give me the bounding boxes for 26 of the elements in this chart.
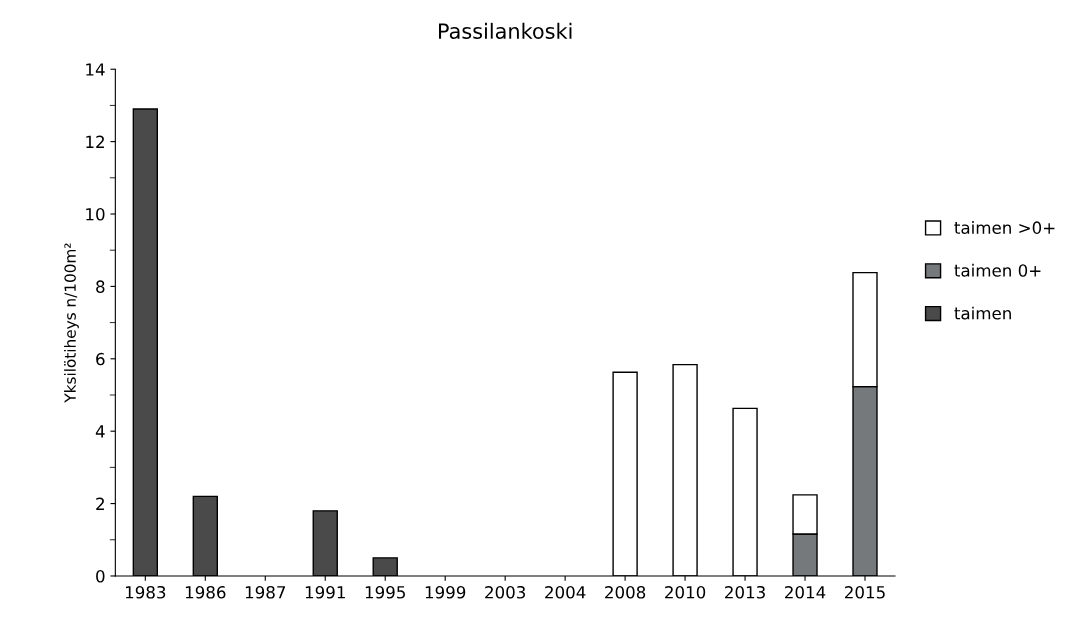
x-tick-label: 2014 — [785, 585, 826, 599]
x-tick-label: 1987 — [245, 585, 286, 599]
x-tick-label: 1983 — [125, 585, 166, 599]
y-tick-label: 8 — [96, 280, 105, 293]
y-tick-label: 10 — [86, 207, 105, 221]
y-tick-label: 4 — [95, 425, 105, 438]
y-tick-label: 6 — [96, 352, 105, 366]
chart-title: Passilankoski — [439, 22, 572, 39]
x-tick-label: 1986 — [185, 585, 226, 599]
x-tick-label: 2010 — [665, 585, 706, 599]
x-tick-label: 2004 — [545, 585, 586, 599]
x-tick-label: 1995 — [365, 585, 405, 599]
y-tick-label: 12 — [86, 135, 104, 148]
legend-label: taimen — [954, 306, 1011, 320]
x-tick-label: 2003 — [485, 585, 526, 599]
x-tick-label: 2015 — [845, 585, 885, 599]
y-axis-title: Yksilötiheys n/100m² — [64, 243, 79, 403]
legend-label: taimen 0+ — [954, 263, 1041, 277]
y-tick-label: 0 — [96, 569, 105, 583]
x-tick-label: 1999 — [425, 585, 466, 599]
y-tick-label: 14 — [86, 63, 105, 76]
y-tick-label: 2 — [96, 497, 104, 510]
legend-label: taimen >0+ — [954, 221, 1055, 234]
x-tick-label: 1991 — [305, 585, 345, 599]
x-tick-label: 2013 — [725, 585, 765, 599]
x-tick-label: 2008 — [605, 585, 646, 599]
